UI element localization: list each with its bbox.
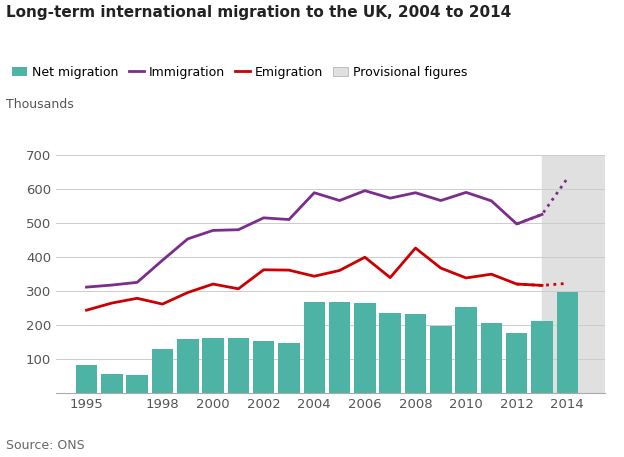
Bar [278,343,300,393]
Bar [177,339,198,393]
Bar [531,321,553,393]
Bar [480,324,502,393]
Bar [127,375,148,393]
Legend: Net migration, Immigration, Emigration, Provisional figures: Net migration, Immigration, Emigration, … [12,66,467,79]
Text: Source: ONS: Source: ONS [6,440,85,452]
Bar [228,338,249,393]
Bar [101,374,122,393]
Bar [354,303,376,393]
Bar [253,341,275,393]
Bar [405,314,426,393]
Bar [456,308,477,393]
Bar [430,326,452,393]
Bar [379,313,401,393]
Bar [542,155,605,393]
Text: Long-term international migration to the UK, 2004 to 2014: Long-term international migration to the… [6,5,512,20]
Text: Thousands: Thousands [6,98,74,111]
Bar [506,333,527,393]
Bar [329,303,350,393]
Bar [202,338,224,393]
Bar [152,349,173,393]
Bar [303,302,325,393]
Bar [76,365,97,393]
Bar [557,292,578,393]
